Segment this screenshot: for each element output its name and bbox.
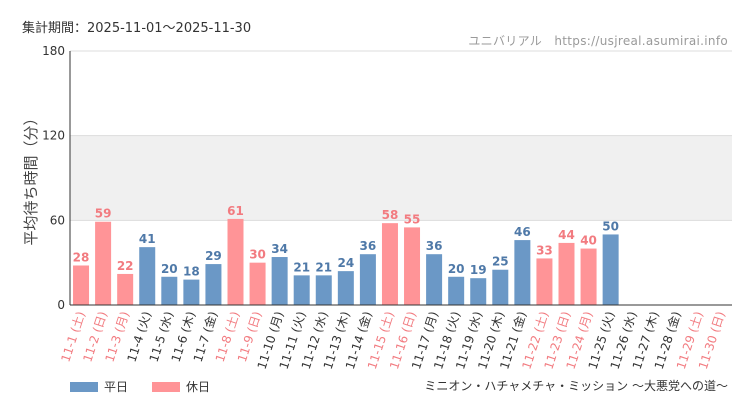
value-label-15: 58 bbox=[382, 208, 399, 222]
bar-12 bbox=[315, 275, 332, 305]
value-label-18: 20 bbox=[448, 262, 465, 276]
bar-11 bbox=[293, 275, 310, 305]
value-label-21: 46 bbox=[514, 225, 531, 239]
y-tick-label-60: 60 bbox=[50, 213, 65, 227]
attraction-title: ミニオン・ハチャメチャ・ミッション ～大悪党への道～ bbox=[424, 379, 728, 393]
chart-legend: 平日 休日 bbox=[70, 378, 210, 395]
band-60-120 bbox=[70, 135, 732, 221]
value-label-13: 24 bbox=[337, 256, 354, 270]
legend-label-weekday: 平日 bbox=[104, 380, 129, 394]
bar-15 bbox=[381, 223, 398, 305]
legend-swatch-weekday bbox=[70, 381, 98, 392]
bar-14 bbox=[359, 254, 376, 305]
value-label-24: 40 bbox=[580, 234, 597, 248]
y-tick-label-0: 0 bbox=[57, 298, 65, 312]
value-label-9: 30 bbox=[249, 248, 266, 262]
bar-21 bbox=[514, 240, 531, 305]
value-label-16: 55 bbox=[404, 212, 421, 226]
value-label-25: 50 bbox=[602, 219, 619, 233]
value-label-10: 34 bbox=[271, 242, 288, 256]
bar-1 bbox=[73, 265, 90, 305]
y-tick-label-180: 180 bbox=[42, 44, 65, 58]
bar-17 bbox=[426, 254, 443, 305]
value-label-2: 59 bbox=[95, 207, 112, 221]
bar-8 bbox=[227, 218, 244, 305]
value-label-11: 21 bbox=[293, 260, 310, 274]
value-label-22: 33 bbox=[536, 243, 553, 257]
value-label-3: 22 bbox=[117, 259, 134, 273]
bar-2 bbox=[95, 221, 112, 305]
bar-13 bbox=[337, 271, 354, 305]
bar-18 bbox=[448, 276, 465, 305]
bar-23 bbox=[558, 242, 575, 305]
value-label-17: 36 bbox=[426, 239, 443, 253]
bar-4 bbox=[139, 247, 156, 305]
y-tick-label-120: 120 bbox=[42, 129, 65, 143]
bar-24 bbox=[580, 248, 597, 305]
legend-item-weekday: 平日 bbox=[70, 378, 128, 395]
value-label-7: 29 bbox=[205, 249, 222, 263]
value-label-20: 25 bbox=[492, 255, 509, 269]
value-label-12: 21 bbox=[315, 260, 332, 274]
bar-6 bbox=[183, 279, 200, 305]
bar-10 bbox=[271, 257, 288, 305]
legend-swatch-holiday bbox=[152, 381, 181, 392]
bar-9 bbox=[249, 262, 266, 305]
value-label-5: 20 bbox=[161, 262, 178, 276]
period-label: 集計期間：2025-11-01～2025-11-30 bbox=[22, 21, 252, 36]
value-label-23: 44 bbox=[558, 228, 575, 242]
bar-3 bbox=[117, 273, 134, 305]
value-label-1: 28 bbox=[73, 250, 90, 264]
site-watermark: ユニバリアル https://usjreal.asumirai.info bbox=[468, 34, 728, 48]
value-label-4: 41 bbox=[139, 232, 156, 246]
legend-label-holiday: 休日 bbox=[186, 380, 211, 394]
value-label-19: 19 bbox=[470, 263, 487, 277]
bar-20 bbox=[492, 269, 509, 305]
value-label-8: 61 bbox=[227, 204, 244, 218]
legend-item-holiday: 休日 bbox=[152, 378, 210, 395]
value-label-14: 36 bbox=[360, 239, 377, 253]
bar-7 bbox=[205, 264, 222, 305]
bar-22 bbox=[536, 258, 553, 305]
bar-5 bbox=[161, 276, 178, 305]
bar-19 bbox=[470, 278, 487, 305]
bar-16 bbox=[404, 227, 421, 305]
y-axis-label: 平均待ち時間（分） bbox=[22, 110, 40, 245]
value-label-6: 18 bbox=[183, 265, 200, 279]
bar-25 bbox=[602, 234, 619, 305]
